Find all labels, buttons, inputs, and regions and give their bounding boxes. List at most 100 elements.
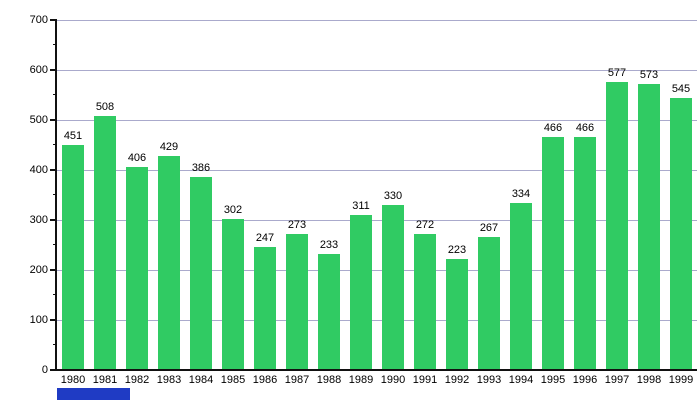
year-label: 1987 xyxy=(284,374,310,386)
bar-slot: 223 1992 xyxy=(441,20,473,387)
bar-slot: 466 1996 xyxy=(569,20,601,386)
bar xyxy=(126,167,148,370)
year-label: 1980 xyxy=(60,374,86,386)
year-label: 1998 xyxy=(636,374,662,386)
bar xyxy=(350,214,372,370)
bar-value-label: 223 xyxy=(447,243,467,256)
year-label: 1992 xyxy=(444,374,470,386)
year-label: 1983 xyxy=(156,374,182,386)
gridline xyxy=(57,220,697,221)
bar xyxy=(382,205,404,370)
bar-slot: 573 1998 xyxy=(633,20,665,387)
bar-slot: 386 1984 xyxy=(185,20,217,386)
bar-slot: 406 1982 xyxy=(121,20,153,386)
bar xyxy=(670,97,692,370)
year-label: 1997 xyxy=(604,374,630,386)
bar-slot: 545 1999 xyxy=(665,20,697,387)
bar xyxy=(638,83,660,370)
bar-value-label: 466 xyxy=(543,122,563,134)
y-tick-label: 300 xyxy=(29,214,48,226)
bar-slot: 233 1988 xyxy=(313,20,345,387)
bar-slot: 247 1986 xyxy=(249,20,281,387)
bar-slot: 272 1991 xyxy=(409,20,441,386)
bar-slot: 451 1980 xyxy=(57,20,89,387)
y-tick-label: 600 xyxy=(29,64,48,76)
y-tick-label: 200 xyxy=(29,264,48,276)
bar xyxy=(574,137,596,370)
year-label: 1981 xyxy=(92,374,118,386)
y-axis-line xyxy=(55,20,57,371)
bar xyxy=(318,253,340,370)
y-tick-label: 500 xyxy=(29,114,48,126)
y-tick-label: 700 xyxy=(29,14,48,26)
year-label: 1996 xyxy=(572,374,598,386)
y-major-tick xyxy=(50,319,57,321)
gridline xyxy=(57,320,697,321)
year-label: 1993 xyxy=(476,374,502,386)
bar-value-label: 273 xyxy=(287,218,307,231)
gridline xyxy=(57,120,697,121)
bar xyxy=(606,81,628,370)
year-label: 1999 xyxy=(668,374,694,386)
bar-slot: 466 1995 xyxy=(537,20,569,386)
bar xyxy=(254,246,276,370)
bar-slot: 429 1983 xyxy=(153,20,185,387)
bar-slot: 508 1981 xyxy=(89,20,121,386)
bar xyxy=(414,234,436,370)
bar-value-label: 330 xyxy=(383,190,403,202)
bar-value-label: 302 xyxy=(223,204,243,216)
year-label: 1985 xyxy=(220,374,246,386)
bar xyxy=(222,219,244,370)
y-major-tick xyxy=(50,369,57,371)
bar-slot: 577 1997 xyxy=(601,20,633,387)
x-axis-line xyxy=(55,369,697,371)
bar xyxy=(62,144,84,370)
bar-value-label: 233 xyxy=(319,238,339,251)
bar-slot: 334 1994 xyxy=(505,20,537,386)
bar-slot: 267 1993 xyxy=(473,20,505,387)
y-tick-label: 0 xyxy=(41,364,48,376)
bar-value-label: 429 xyxy=(159,140,179,153)
bar xyxy=(478,236,500,370)
gridline xyxy=(57,270,697,271)
year-label: 1990 xyxy=(380,374,406,386)
gridline xyxy=(57,20,697,21)
y-major-tick xyxy=(50,19,57,21)
bar-value-label: 508 xyxy=(95,101,115,113)
bar xyxy=(446,258,468,370)
y-major-tick xyxy=(50,169,57,171)
bar-value-label: 451 xyxy=(63,129,83,142)
bar xyxy=(542,137,564,370)
bar xyxy=(190,177,212,370)
year-label: 1989 xyxy=(348,374,374,386)
year-label: 1994 xyxy=(508,374,534,386)
year-label: 1982 xyxy=(124,374,150,386)
bar-value-label: 573 xyxy=(639,68,659,81)
bar-value-label: 466 xyxy=(575,122,595,134)
y-major-tick xyxy=(50,119,57,121)
year-label: 1986 xyxy=(252,374,278,386)
y-major-tick xyxy=(50,269,57,271)
bar-slot: 302 1985 xyxy=(217,20,249,386)
bar-value-label: 406 xyxy=(127,152,147,164)
bar-value-label: 334 xyxy=(511,188,531,200)
bar-value-label: 545 xyxy=(671,82,691,95)
y-major-tick xyxy=(50,69,57,71)
plot-area: 451 1980 508 1981 406 1982 429 1983 386 1984 302 19… xyxy=(57,20,697,387)
bar-slot: 311 1989 xyxy=(345,20,377,387)
y-tick-label: 100 xyxy=(29,314,48,326)
y-axis: 0 100 200 300 400 500 600 700 xyxy=(0,14,57,376)
bar xyxy=(158,155,180,370)
gridline xyxy=(57,70,697,71)
gridline xyxy=(57,170,697,171)
bar-value-label: 386 xyxy=(191,162,211,174)
y-major-tick xyxy=(50,219,57,221)
bar-slot: 330 1990 xyxy=(377,20,409,386)
bar-value-label: 272 xyxy=(415,219,435,231)
bottom-left-blue-bar xyxy=(57,388,130,400)
bar-value-label: 267 xyxy=(479,221,499,234)
year-label: 1995 xyxy=(540,374,566,386)
year-label: 1984 xyxy=(188,374,214,386)
bar xyxy=(94,116,116,370)
